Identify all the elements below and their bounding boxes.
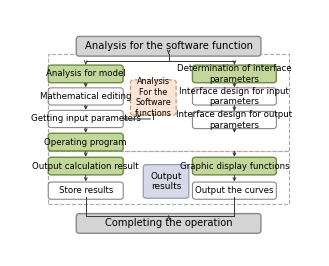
FancyBboxPatch shape — [192, 111, 276, 128]
Text: Output the curves: Output the curves — [195, 186, 274, 195]
FancyBboxPatch shape — [48, 65, 123, 83]
Text: Getting input parameters: Getting input parameters — [31, 114, 141, 123]
Text: Output calculation result: Output calculation result — [33, 161, 139, 171]
Text: Analysis for the software function: Analysis for the software function — [85, 41, 253, 51]
FancyBboxPatch shape — [192, 182, 276, 199]
FancyBboxPatch shape — [143, 165, 189, 198]
Bar — [48, 54, 289, 151]
Text: Analysis for model: Analysis for model — [46, 69, 126, 78]
FancyBboxPatch shape — [48, 182, 123, 199]
Text: Output
results: Output results — [150, 172, 182, 191]
Text: Interface design for output
parameters: Interface design for output parameters — [176, 110, 292, 130]
Bar — [48, 151, 289, 204]
Text: Interface design for input
parameters: Interface design for input parameters — [179, 86, 289, 106]
Text: Analysis
For the
Software
functions: Analysis For the Software functions — [135, 77, 172, 118]
FancyBboxPatch shape — [48, 110, 123, 128]
FancyBboxPatch shape — [192, 157, 276, 175]
Text: Determination of interface
parameters: Determination of interface parameters — [177, 64, 292, 84]
Text: Graphic display functions: Graphic display functions — [180, 161, 289, 171]
FancyBboxPatch shape — [76, 214, 261, 233]
Text: Operating program: Operating program — [44, 138, 127, 147]
FancyBboxPatch shape — [76, 36, 261, 56]
Text: Store results: Store results — [59, 186, 113, 195]
FancyBboxPatch shape — [48, 88, 123, 105]
FancyBboxPatch shape — [131, 80, 176, 115]
Text: Completing the operation: Completing the operation — [105, 218, 232, 228]
FancyBboxPatch shape — [192, 88, 276, 105]
FancyBboxPatch shape — [48, 157, 123, 175]
Text: Mathematical editing: Mathematical editing — [40, 92, 132, 101]
FancyBboxPatch shape — [48, 133, 123, 151]
FancyBboxPatch shape — [192, 65, 276, 83]
